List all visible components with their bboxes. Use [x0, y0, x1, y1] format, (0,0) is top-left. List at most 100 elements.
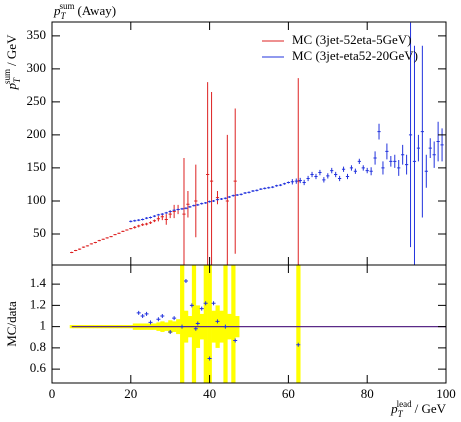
error-bar-point	[164, 211, 168, 214]
error-bar-point	[243, 192, 247, 195]
error-bar-point	[274, 184, 279, 187]
error-bar-point	[424, 154, 428, 188]
error-bar-point	[215, 191, 220, 205]
y-tick-label: 1.2	[30, 296, 46, 311]
y-tick-label: 300	[27, 60, 47, 75]
error-bar-point	[369, 167, 373, 176]
legend-label: MC (3jet-eta52-20GeV)	[292, 48, 418, 63]
error-bar-point	[322, 177, 326, 183]
error-bar-point	[209, 91, 214, 265]
error-bar-point	[314, 173, 318, 180]
ratio-point	[203, 301, 208, 306]
error-bar-point	[385, 143, 389, 160]
error-bar-point	[85, 245, 90, 247]
error-bar-point	[294, 178, 298, 184]
ratio-frame	[51, 264, 447, 384]
y-axis-label: pTsum/ GeV	[2, 34, 22, 91]
error-bar-point	[263, 187, 267, 190]
ratio-point	[160, 314, 165, 319]
error-bar-point	[105, 237, 109, 239]
error-bar-point	[306, 175, 310, 182]
error-bar-point	[440, 128, 444, 162]
error-bar-point	[188, 205, 192, 208]
error-bar-point	[223, 197, 227, 200]
error-bar-point	[137, 219, 141, 222]
x-tick-label: 0	[49, 386, 56, 401]
error-bar-point	[152, 219, 157, 223]
error-bar-point	[109, 235, 113, 238]
error-bar-point	[219, 197, 224, 200]
error-bar-point	[206, 82, 210, 265]
ratio-band	[191, 265, 197, 383]
ratio-point	[193, 326, 198, 331]
ratio-point	[195, 321, 200, 326]
error-bar-point	[70, 251, 74, 254]
error-bar-point	[200, 202, 204, 205]
error-bar-point	[121, 230, 125, 232]
y-tick-label: 200	[27, 126, 47, 141]
ratio-y-label: MC/data	[4, 301, 19, 347]
error-bar-point	[247, 191, 251, 194]
error-bar-point	[326, 173, 330, 179]
error-bar-point	[172, 204, 176, 219]
x-tick-label: 40	[203, 386, 216, 401]
error-bar-point	[365, 167, 369, 174]
error-bar-point	[259, 188, 263, 191]
error-bar-point	[267, 186, 271, 189]
ratio-band	[296, 265, 301, 383]
error-bar-point	[164, 214, 168, 225]
x-tick-label: 80	[361, 386, 374, 401]
y-tick-label: 100	[27, 192, 47, 207]
x-tick-label: 100	[436, 386, 456, 401]
ratio-band	[180, 265, 185, 383]
y-tick-label: 150	[27, 159, 47, 174]
ratio-band	[231, 265, 236, 383]
error-bar-point	[318, 169, 322, 176]
error-bar-point	[345, 173, 350, 180]
error-bar-point	[156, 216, 160, 222]
error-bar-point	[182, 158, 186, 265]
ratio-point	[207, 356, 212, 361]
ratio-point	[148, 320, 153, 325]
ratio-band	[203, 265, 208, 383]
error-bar-point	[113, 233, 117, 236]
top-plot-layer	[70, 22, 444, 265]
ratio-band	[223, 265, 228, 383]
error-bar-point	[349, 165, 354, 171]
error-bar-point	[389, 156, 393, 167]
error-bar-point	[302, 179, 306, 186]
ratio-point	[156, 317, 161, 322]
error-bar-point	[133, 219, 137, 222]
error-bar-point	[235, 194, 239, 196]
error-bar-point	[436, 121, 440, 162]
error-bar-point	[310, 171, 314, 178]
error-bar-point	[125, 229, 129, 231]
error-bar-point	[208, 200, 212, 203]
error-bar-point	[377, 123, 381, 140]
y-tick-label: 1.4	[30, 275, 47, 290]
error-bar-point	[141, 218, 145, 221]
error-bar-point	[141, 223, 145, 227]
ratio-point	[223, 324, 228, 329]
ratio-point	[189, 303, 194, 308]
error-bar-point	[194, 164, 198, 238]
y-tick-label: 0.6	[30, 360, 47, 375]
error-bar-point	[215, 198, 220, 201]
error-bar-point	[338, 175, 342, 182]
error-bar-point	[432, 141, 436, 168]
ratio-plot-layer	[71, 278, 446, 361]
error-bar-point	[97, 239, 101, 242]
error-bar-point	[278, 184, 283, 187]
legend-label: MC (3jet-52eta-5GeV)	[292, 32, 412, 47]
error-bar-point	[148, 221, 153, 225]
error-bar-point	[168, 210, 172, 213]
ratio-point	[296, 342, 301, 347]
error-bar-point	[353, 168, 357, 174]
error-bar-point	[176, 208, 180, 211]
ratio-point	[199, 306, 204, 311]
error-bar-point	[89, 243, 93, 245]
ratio-point	[136, 310, 141, 315]
error-bar-point	[144, 217, 149, 220]
error-bar-point	[129, 228, 133, 230]
